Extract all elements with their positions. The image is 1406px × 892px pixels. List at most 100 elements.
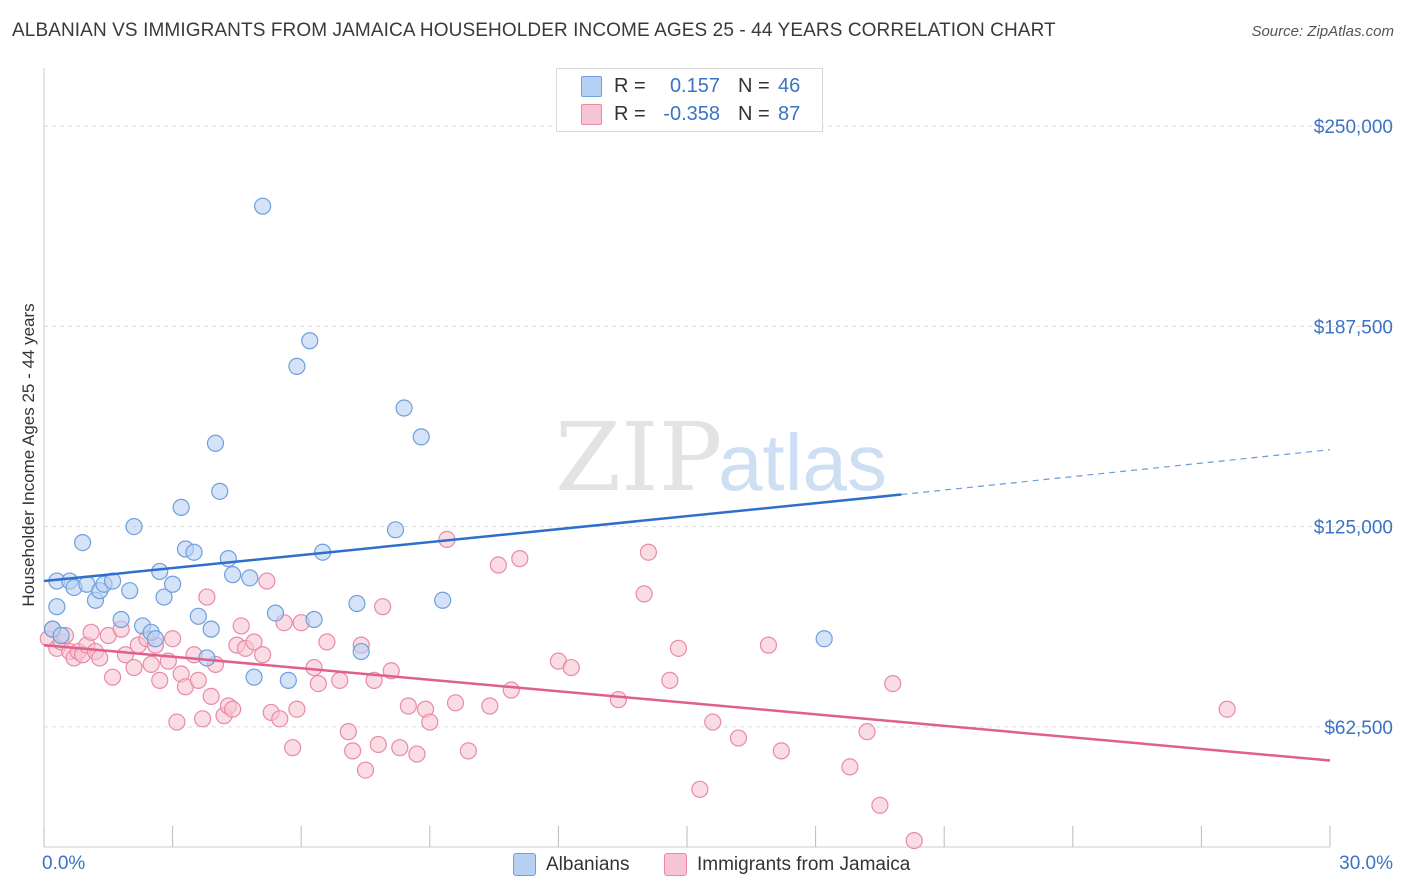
data-point-albanians bbox=[245, 668, 263, 686]
data-point-jamaica bbox=[905, 831, 923, 850]
legend-swatch-blue bbox=[581, 75, 602, 97]
data-point-jamaica bbox=[365, 671, 383, 689]
data-point-albanians bbox=[254, 197, 272, 215]
data-point-jamaica bbox=[232, 617, 250, 635]
data-point-jamaica bbox=[142, 655, 160, 673]
data-point-albanians bbox=[189, 607, 207, 625]
data-point-albanians bbox=[211, 482, 229, 500]
trend-line-albanians bbox=[43, 493, 902, 583]
data-point-albanians bbox=[412, 428, 430, 446]
y-tick-label: $187,500 bbox=[1314, 317, 1393, 338]
data-point-jamaica bbox=[511, 550, 529, 568]
data-point-albanians bbox=[155, 588, 173, 606]
watermark-zip: ZIP bbox=[555, 403, 722, 513]
data-point-jamaica bbox=[446, 694, 465, 712]
y-tick-label: $250,000 bbox=[1314, 117, 1393, 138]
data-point-jamaica bbox=[669, 639, 688, 657]
data-point-jamaica bbox=[91, 649, 109, 667]
x-tick-label: 30.0% bbox=[1339, 853, 1393, 874]
y-tick-label: $125,000 bbox=[1314, 518, 1393, 539]
data-point-albanians bbox=[352, 642, 370, 661]
data-point-jamaica bbox=[309, 674, 327, 693]
data-point-jamaica bbox=[284, 739, 302, 757]
data-point-albanians bbox=[121, 582, 139, 600]
data-point-jamaica bbox=[858, 723, 876, 741]
source-credit: Source: ZipAtlas.com bbox=[1251, 23, 1394, 40]
data-point-jamaica bbox=[168, 713, 186, 731]
data-point-jamaica bbox=[224, 700, 242, 718]
data-point-jamaica bbox=[151, 671, 169, 689]
legend-item-jamaica[interactable]: Immigrants from Jamaica bbox=[664, 853, 910, 876]
data-point-jamaica bbox=[254, 646, 272, 664]
data-point-jamaica bbox=[459, 742, 477, 760]
data-point-jamaica bbox=[288, 700, 306, 718]
data-point-jamaica bbox=[245, 633, 263, 651]
data-point-albanians bbox=[815, 630, 833, 648]
series-albanians-points bbox=[43, 197, 833, 689]
data-point-albanians bbox=[279, 671, 297, 689]
data-point-albanians bbox=[185, 543, 203, 561]
trend-line-jamaica bbox=[43, 643, 1331, 762]
chart-title: ALBANIAN VS IMMIGRANTS FROM JAMAICA HOUS… bbox=[12, 20, 1056, 41]
data-point-jamaica bbox=[258, 572, 276, 590]
data-point-albanians bbox=[172, 498, 190, 516]
data-point-jamaica bbox=[344, 742, 362, 760]
data-point-albanians bbox=[125, 517, 143, 536]
data-point-jamaica bbox=[189, 671, 207, 689]
data-point-jamaica bbox=[841, 758, 859, 776]
legend-item-albanians[interactable]: Albanians bbox=[513, 853, 629, 876]
data-point-jamaica bbox=[408, 745, 426, 763]
legend-r-value: -0.358 bbox=[663, 102, 720, 125]
legend-r-value: 0.157 bbox=[669, 74, 720, 97]
data-point-jamaica bbox=[729, 729, 748, 747]
data-point-albanians bbox=[288, 357, 306, 375]
data-point-jamaica bbox=[884, 674, 902, 693]
data-point-albanians bbox=[73, 534, 92, 552]
legend-swatch-jamaica bbox=[664, 853, 687, 876]
data-point-albanians bbox=[224, 566, 242, 584]
data-point-jamaica bbox=[871, 796, 889, 814]
data-point-jamaica bbox=[202, 687, 220, 706]
legend-row-jamaica: R = -0.358 N = 87 bbox=[557, 101, 800, 127]
data-point-albanians bbox=[151, 562, 169, 581]
data-point-albanians bbox=[48, 598, 66, 616]
data-point-jamaica bbox=[772, 742, 790, 760]
trend-lines bbox=[43, 449, 1331, 762]
data-point-jamaica bbox=[635, 585, 653, 603]
data-point-albanians bbox=[146, 630, 165, 648]
data-point-albanians bbox=[395, 399, 413, 417]
data-point-albanians bbox=[164, 575, 182, 593]
watermark-atlas: atlas bbox=[718, 418, 887, 507]
data-point-jamaica bbox=[639, 543, 658, 561]
data-point-jamaica bbox=[489, 556, 507, 574]
axis-labels: $62,500 $125,000 $187,500 $250,000 0.0% 30.0%… bbox=[19, 117, 1393, 874]
data-point-albanians bbox=[386, 521, 405, 539]
stats-legend: R = 0.157 N = 46 R = -0.358 N = 87 bbox=[556, 68, 823, 132]
data-point-albanians bbox=[434, 591, 452, 609]
data-point-jamaica bbox=[339, 723, 357, 741]
data-point-jamaica bbox=[271, 710, 289, 728]
legend-r-label: R = bbox=[614, 74, 646, 97]
data-point-jamaica bbox=[1218, 700, 1236, 718]
data-point-jamaica bbox=[331, 671, 349, 689]
data-point-jamaica bbox=[369, 735, 387, 754]
legend-n-value: 46 bbox=[778, 74, 801, 97]
y-tick-label: $62,500 bbox=[1324, 718, 1393, 739]
legend-swatch-pink bbox=[581, 103, 602, 125]
data-point-jamaica bbox=[194, 710, 212, 728]
legend-label-albanians: Albanians bbox=[546, 853, 630, 875]
axes bbox=[43, 68, 1331, 848]
data-point-jamaica bbox=[356, 761, 375, 779]
trend-line-albanians-extension bbox=[901, 449, 1331, 496]
data-point-jamaica bbox=[759, 636, 778, 654]
data-point-jamaica bbox=[502, 681, 520, 699]
data-point-jamaica bbox=[198, 588, 216, 606]
legend-row-albanians: R = 0.157 N = 46 bbox=[557, 73, 800, 99]
legend-n-label: N = bbox=[738, 102, 770, 125]
data-point-jamaica bbox=[82, 623, 100, 641]
legend-label-jamaica: Immigrants from Jamaica bbox=[697, 853, 911, 875]
data-point-jamaica bbox=[116, 646, 135, 664]
data-point-albanians bbox=[112, 610, 130, 629]
data-point-jamaica bbox=[562, 658, 580, 677]
